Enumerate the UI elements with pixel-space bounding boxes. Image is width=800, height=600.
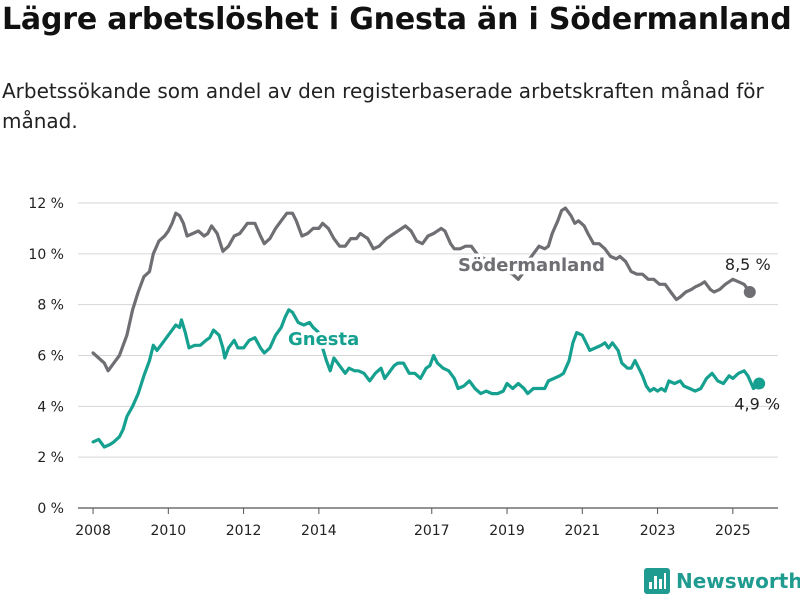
chart-title: Lägre arbetslöshet i Gnesta än i Söderma… (2, 2, 792, 37)
x-tick-label: 2017 (414, 523, 450, 539)
y-tick-label: 2 % (37, 450, 64, 466)
x-tick-label: 2019 (489, 523, 525, 539)
y-tick-label: 6 % (37, 349, 64, 365)
x-tick-label: 2021 (564, 523, 600, 539)
series-label-halo: Södermanland (458, 255, 605, 276)
bar-chart-logo-icon (644, 568, 670, 594)
series-line-södermanland (91, 206, 752, 373)
brand: Newsworthy (644, 568, 800, 594)
x-tick-label: 2025 (715, 523, 751, 539)
brand-name: Newsworthy (676, 569, 800, 593)
x-tick-label: 2014 (301, 523, 337, 539)
x-tick-label: 2008 (75, 523, 111, 539)
series-end-point (743, 285, 756, 298)
series-line-gnesta (91, 308, 761, 449)
series-label: Gnesta (288, 329, 359, 350)
y-tick-label: 10 % (28, 247, 64, 263)
chart-subtitle: Arbetssökande som andel av den registerb… (2, 79, 764, 133)
y-tick-label: 4 % (37, 399, 64, 415)
series-end-point (753, 377, 766, 390)
series-label: Södermanland (458, 255, 605, 276)
x-tick-label: 2010 (151, 523, 187, 539)
series-label-halo: Gnesta (288, 329, 359, 350)
y-tick-label: 0 % (37, 501, 64, 517)
series-end-label: 4,9 % (734, 394, 780, 413)
x-tick-label: 2023 (640, 523, 676, 539)
y-tick-label: 12 % (28, 196, 64, 212)
series-end-label: 8,5 % (725, 255, 771, 274)
y-tick-label: 8 % (37, 298, 64, 314)
x-tick-label: 2012 (226, 523, 262, 539)
